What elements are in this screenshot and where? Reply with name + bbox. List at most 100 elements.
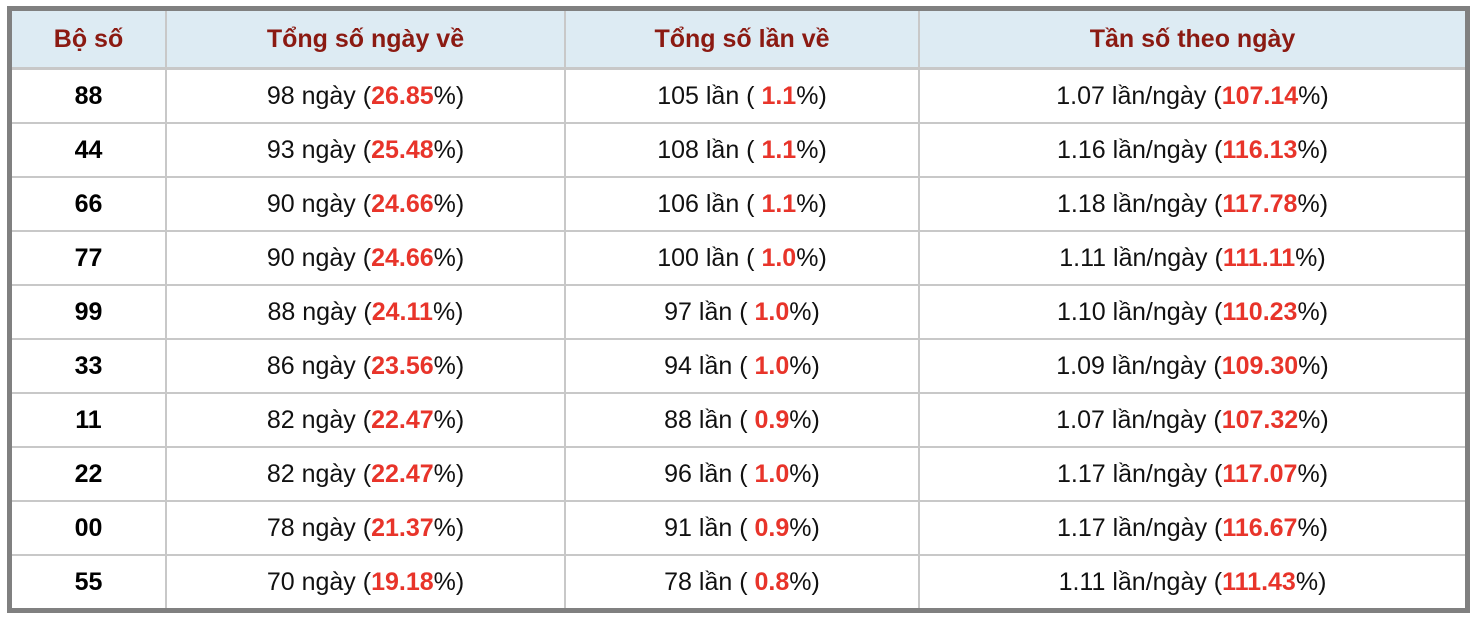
- lan-ve-count: 88 lần (: [664, 405, 755, 434]
- lan-ve-count: 96 lần (: [664, 459, 755, 488]
- ngay-ve-percent: 22.47: [371, 459, 434, 488]
- tan-so-percent: 107.32: [1221, 405, 1299, 434]
- lan-ve-percent: 0.9: [754, 405, 790, 434]
- stats-table-frame: Bộ số Tổng số ngày về Tổng số lần về Tần…: [7, 6, 1470, 613]
- percent-suffix: %): [796, 189, 827, 218]
- percent-suffix: %): [789, 567, 820, 596]
- ngay-ve-cell: 90 ngày (24.66%): [166, 177, 566, 232]
- tan-so-percent: 111.43: [1222, 567, 1296, 596]
- lan-ve-cell: 78 lần ( 0.8%): [565, 555, 920, 608]
- lan-ve-count: 108 lần (: [657, 135, 762, 164]
- ngay-ve-count: 82 ngày (: [266, 459, 372, 488]
- ngay-ve-count: 93 ngày (: [266, 135, 372, 164]
- bo-so-cell: 99: [12, 285, 167, 340]
- ngay-ve-cell: 82 ngày (22.47%): [166, 393, 566, 448]
- percent-suffix: %): [1295, 567, 1327, 596]
- tan-so-cell: 1.16 lần/ngày (116.13%): [919, 123, 1465, 178]
- percent-suffix: %): [1297, 135, 1329, 164]
- tan-so-value: 1.09 lần/ngày (: [1056, 351, 1222, 380]
- ngay-ve-percent: 25.48: [371, 135, 434, 164]
- ngay-ve-count: 90 ngày (: [266, 243, 372, 272]
- percent-suffix: %): [433, 135, 465, 164]
- ngay-ve-cell: 82 ngày (22.47%): [166, 447, 566, 502]
- bo-so-cell: 00: [12, 501, 167, 556]
- lan-ve-percent: 1.0: [754, 459, 790, 488]
- tan-so-percent: 107.14: [1221, 81, 1299, 110]
- percent-suffix: %): [796, 81, 827, 110]
- tan-so-cell: 1.09 lần/ngày (109.30%): [919, 339, 1465, 394]
- lan-ve-cell: 106 lần ( 1.1%): [565, 177, 920, 232]
- ngay-ve-percent: 19.18: [371, 567, 434, 596]
- percent-suffix: %): [1298, 351, 1329, 380]
- lan-ve-count: 100 lần (: [657, 243, 762, 272]
- lan-ve-count: 97 lần (: [664, 297, 755, 326]
- header-row: Bộ số Tổng số ngày về Tổng số lần về Tần…: [12, 11, 1465, 70]
- bo-so-cell: 33: [12, 339, 167, 394]
- percent-suffix: %): [796, 135, 827, 164]
- percent-suffix: %): [433, 351, 465, 380]
- bo-so-cell: 11: [12, 393, 167, 448]
- table-row: 22 82 ngày (22.47%) 96 lần ( 1.0%) 1.17 lần…: [12, 447, 1465, 502]
- table-row: 99 88 ngày (24.11%) 97 lần ( 1.0%) 1.10 lần…: [12, 285, 1465, 340]
- lan-ve-percent: 0.8: [754, 567, 790, 596]
- ngay-ve-cell: 93 ngày (25.48%): [166, 123, 566, 178]
- percent-suffix: %): [433, 567, 465, 596]
- header-tong-so-lan-ve: Tổng số lần về: [565, 11, 920, 70]
- header-tong-so-ngay-ve: Tổng số ngày về: [166, 11, 566, 70]
- lan-ve-cell: 96 lần ( 1.0%): [565, 447, 920, 502]
- ngay-ve-count: 86 ngày (: [266, 351, 372, 380]
- table-row: 66 90 ngày (24.66%) 106 lần ( 1.1%) 1.18 lầ…: [12, 177, 1465, 232]
- tan-so-percent: 116.67: [1222, 513, 1298, 542]
- tan-so-cell: 1.07 lần/ngày (107.32%): [919, 393, 1465, 448]
- percent-suffix: %): [789, 513, 820, 542]
- tan-so-percent: 117.07: [1222, 459, 1298, 488]
- lan-ve-cell: 97 lần ( 1.0%): [565, 285, 920, 340]
- header-tan-so-theo-ngay: Tần số theo ngày: [919, 11, 1465, 70]
- tan-so-cell: 1.11 lần/ngày (111.43%): [919, 555, 1465, 608]
- ngay-ve-percent: 24.66: [371, 243, 434, 272]
- percent-suffix: %): [789, 459, 820, 488]
- tan-so-cell: 1.11 lần/ngày (111.11%): [919, 231, 1465, 286]
- ngay-ve-count: 98 ngày (: [266, 81, 372, 110]
- ngay-ve-cell: 98 ngày (26.85%): [166, 68, 566, 124]
- table-row: 88 98 ngày (26.85%) 105 lần ( 1.1%) 1.07 lầ…: [12, 68, 1465, 124]
- tan-so-cell: 1.10 lần/ngày (110.23%): [919, 285, 1465, 340]
- ngay-ve-percent: 22.47: [371, 405, 434, 434]
- lan-ve-percent: 0.9: [754, 513, 790, 542]
- tan-so-percent: 117.78: [1222, 189, 1298, 218]
- table-row: 55 70 ngày (19.18%) 78 lần ( 0.8%) 1.11 lần…: [12, 555, 1465, 608]
- bo-so-cell: 44: [12, 123, 167, 178]
- tan-so-value: 1.11 lần/ngày (: [1058, 567, 1223, 596]
- ngay-ve-cell: 70 ngày (19.18%): [166, 555, 566, 608]
- lan-ve-percent: 1.1: [761, 81, 797, 110]
- ngay-ve-cell: 88 ngày (24.11%): [166, 285, 566, 340]
- lan-ve-percent: 1.0: [754, 297, 790, 326]
- ngay-ve-cell: 86 ngày (23.56%): [166, 339, 566, 394]
- lan-ve-cell: 105 lần ( 1.1%): [565, 68, 920, 124]
- bo-so-cell: 77: [12, 231, 167, 286]
- lan-ve-cell: 108 lần ( 1.1%): [565, 123, 920, 178]
- lan-ve-count: 105 lần (: [657, 81, 762, 110]
- ngay-ve-percent: 24.66: [371, 189, 434, 218]
- lan-ve-count: 106 lần (: [657, 189, 762, 218]
- bo-so-cell: 55: [12, 555, 167, 608]
- percent-suffix: %): [789, 405, 820, 434]
- bo-so-cell: 88: [12, 68, 167, 124]
- lan-ve-cell: 100 lần ( 1.0%): [565, 231, 920, 286]
- lan-ve-percent: 1.0: [754, 351, 790, 380]
- ngay-ve-percent: 21.37: [371, 513, 434, 542]
- percent-suffix: %): [433, 405, 465, 434]
- table-row: 44 93 ngày (25.48%) 108 lần ( 1.1%) 1.16 lầ…: [12, 123, 1465, 178]
- ngay-ve-count: 70 ngày (: [266, 567, 372, 596]
- lan-ve-percent: 1.1: [761, 189, 797, 218]
- lan-ve-percent: 1.1: [761, 135, 797, 164]
- ngay-ve-count: 78 ngày (: [266, 513, 372, 542]
- tan-so-percent: 116.13: [1222, 135, 1298, 164]
- lan-ve-count: 78 lần (: [664, 567, 755, 596]
- percent-suffix: %): [1298, 405, 1329, 434]
- percent-suffix: %): [1297, 459, 1329, 488]
- tan-so-value: 1.17 lần/ngày (: [1056, 513, 1223, 542]
- tan-so-value: 1.11 lần/ngày (: [1059, 243, 1223, 272]
- ngay-ve-percent: 23.56: [371, 351, 434, 380]
- percent-suffix: %): [1297, 189, 1329, 218]
